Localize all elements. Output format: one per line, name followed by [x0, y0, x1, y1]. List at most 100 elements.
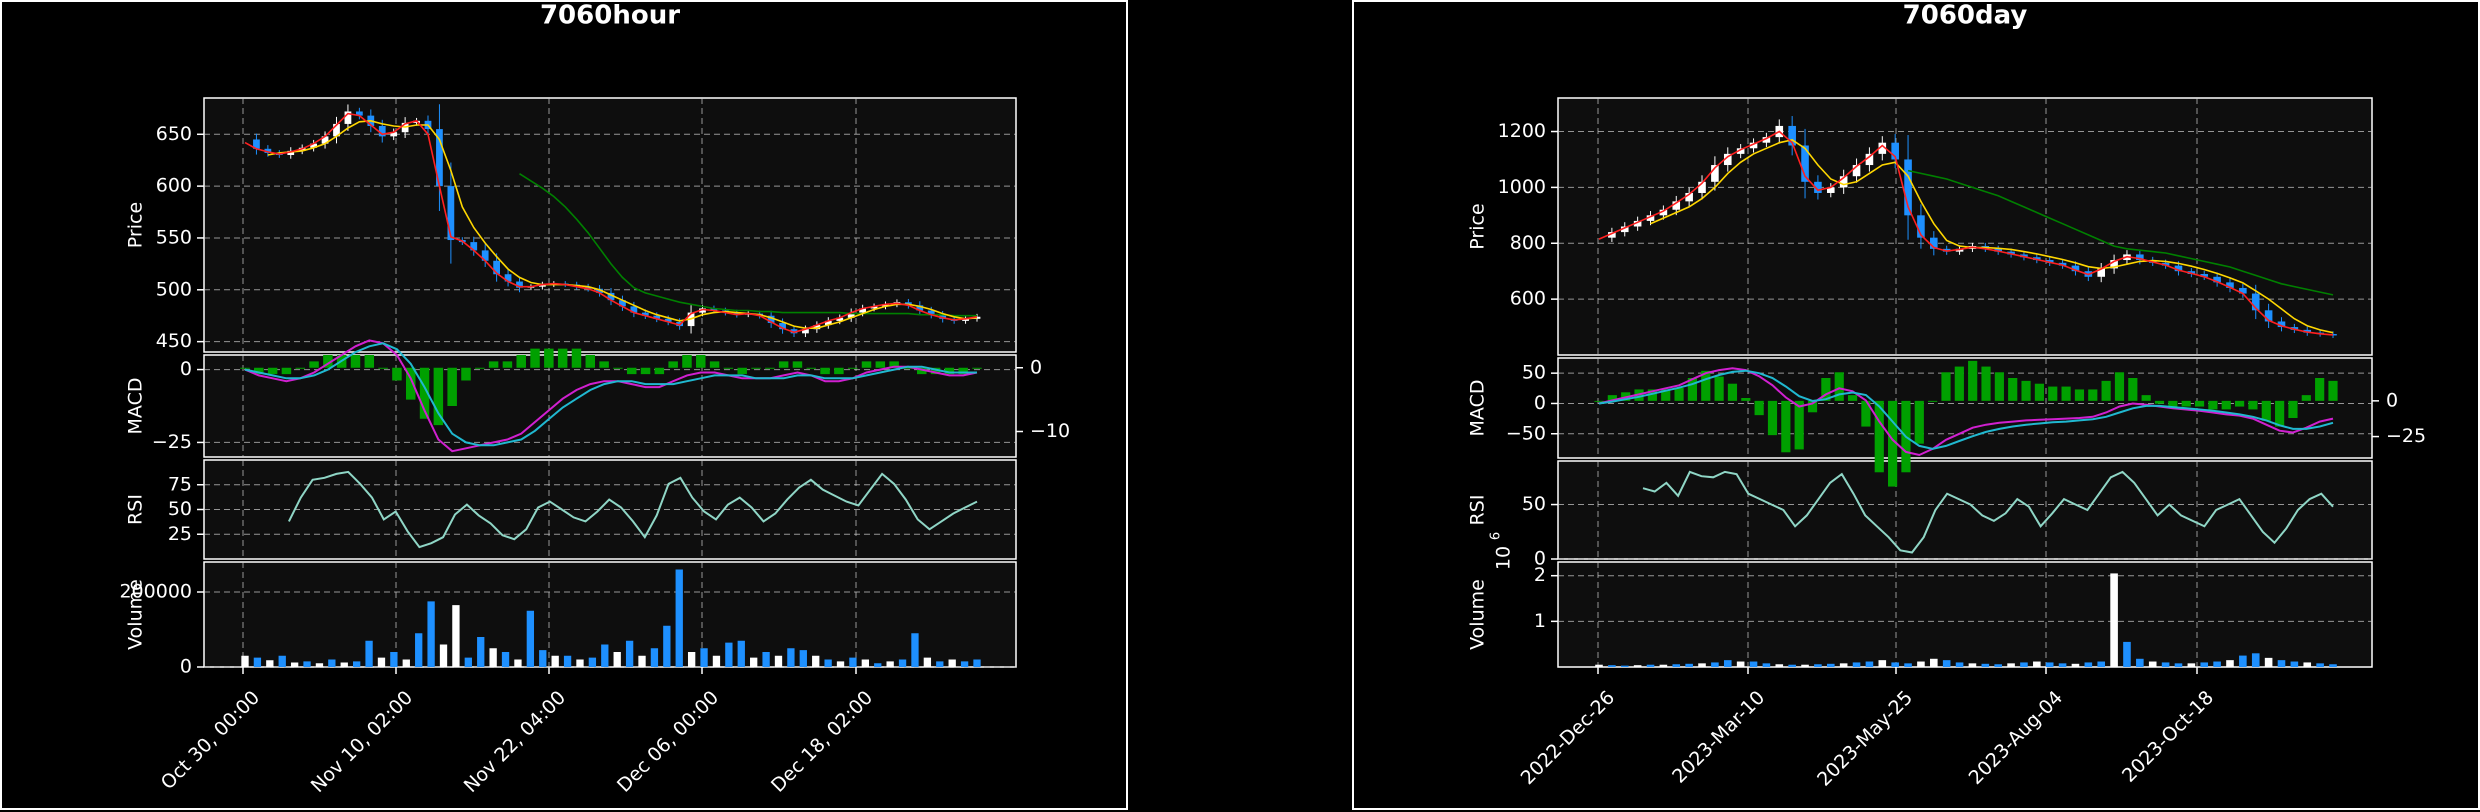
volume-bar — [2148, 661, 2157, 667]
candle-body — [355, 111, 363, 116]
hour-chart-svg: 7060hour Oct 30, 00:00 Nov 10, 02:00 Nov 22… — [119, 2, 1070, 797]
rsi-ylabel: RSI — [125, 494, 147, 525]
volume-bar — [1711, 662, 1719, 667]
volume-bar — [576, 659, 584, 667]
volume-bar — [762, 652, 770, 667]
macd-hist-bar — [626, 367, 637, 375]
volume-pane — [1557, 561, 2373, 668]
macd-hist-bar — [668, 361, 678, 368]
macd-hist-bar — [1661, 389, 1671, 401]
y-tick-label: 1 — [1534, 610, 1546, 632]
volume-bar — [1814, 664, 1822, 667]
candle-body — [2264, 310, 2273, 322]
volume-bar — [2174, 663, 2183, 667]
volume-bar — [1595, 664, 1603, 667]
candle-body — [1878, 142, 1887, 154]
volume-bar — [936, 661, 944, 667]
volume-bar — [1968, 663, 1977, 667]
volume-bar — [2020, 662, 2028, 667]
signal-line — [244, 342, 977, 447]
volume-bar — [650, 648, 659, 667]
volume-bar — [1633, 665, 1642, 667]
volume-bar — [266, 660, 274, 667]
macd-hist-bar — [1727, 383, 1738, 401]
volume-bar — [2110, 573, 2118, 667]
macd-hist-bar — [254, 367, 264, 375]
candle-body — [1620, 226, 1629, 233]
y-tick-label: 800 — [1510, 232, 1546, 254]
candle-body — [2174, 265, 2183, 272]
rsi-line — [1642, 470, 2334, 554]
macd-hist-bar — [944, 367, 955, 375]
macd-hist-bar — [557, 348, 568, 368]
volume-bar — [526, 610, 535, 667]
candle-body — [2213, 276, 2221, 283]
candle-body — [1942, 248, 1951, 252]
volume-bar — [1981, 663, 1990, 667]
y-tick-label-right: 0 — [1030, 356, 1042, 378]
macd-hist-bar — [1888, 400, 1898, 487]
candle-body — [641, 312, 649, 316]
y-tick-label: 0 — [180, 358, 192, 380]
volume-bar — [1788, 664, 1796, 667]
volume-bar — [2071, 663, 2080, 667]
volume-bar — [1736, 661, 1745, 667]
macd-hist-bar — [2248, 400, 2258, 410]
y-tick-label-right: −25 — [2386, 425, 2426, 447]
macd-hist-bar — [820, 367, 830, 375]
candle-body — [939, 314, 947, 319]
volume-bar — [886, 661, 894, 667]
candle-body — [1749, 142, 1758, 149]
macd-hist-bar — [1687, 378, 1698, 401]
volume-bar — [601, 644, 609, 667]
macd-hist-bar — [2275, 400, 2285, 427]
volume-bar — [464, 657, 472, 667]
macd-hist-bar — [530, 348, 540, 368]
candle-body — [1723, 153, 1732, 166]
candle-body — [779, 322, 786, 330]
macd-hist-bar — [350, 355, 361, 368]
volume-bar — [2136, 658, 2144, 667]
candle-body — [630, 306, 638, 313]
macd-hist-bar — [2261, 400, 2271, 421]
volume-ylabel: Volume — [125, 579, 147, 650]
day-chart-svg: 7060day 2022-Dec-26 2023-Mar-10 2023-May-25… — [1467, 2, 2427, 791]
macd-ylabel: MACD — [125, 378, 147, 435]
x-tick-label: 2023-Mar-10 — [1668, 687, 1769, 788]
volume-bar — [2239, 655, 2247, 667]
macd-hist-bar — [709, 361, 720, 368]
x-tick-label: Oct 30, 00:00 — [157, 687, 264, 794]
candle-body — [481, 250, 489, 261]
macd-hist-bar — [267, 367, 278, 375]
macd-hist-bar — [682, 355, 692, 368]
macd-ylabel: MACD — [1467, 380, 1489, 437]
candle-body — [1762, 137, 1771, 143]
candle-body — [1672, 201, 1681, 210]
macd-hist-bar — [475, 367, 485, 369]
macd-hist-bar — [323, 355, 333, 368]
volume-bar — [1878, 660, 1887, 667]
volume-bar — [638, 655, 646, 667]
volume-bar — [737, 640, 745, 667]
candle-body — [767, 315, 775, 323]
candle-body — [699, 308, 706, 313]
candle-body — [790, 329, 798, 334]
candle-body — [1955, 248, 1964, 252]
volume-bar — [477, 637, 485, 667]
candle-body — [2226, 282, 2234, 288]
volume-bar — [1672, 664, 1681, 667]
candle-body — [1736, 148, 1745, 154]
volume-bar — [1659, 664, 1668, 667]
candle-body — [927, 310, 935, 315]
macd-hist-bar — [765, 367, 775, 369]
volume-bar — [1646, 664, 1655, 667]
ma-slow-line — [1907, 169, 2334, 296]
macd-hist-bar — [640, 367, 651, 375]
candle-body — [2239, 287, 2247, 294]
macd-hist-bar — [2008, 378, 2018, 401]
candle-body — [2290, 327, 2299, 330]
volume-bar — [687, 652, 696, 667]
chart-title: 7060hour — [540, 2, 680, 31]
macd-hist-bar — [737, 367, 747, 375]
ma-slow-line — [519, 173, 977, 317]
